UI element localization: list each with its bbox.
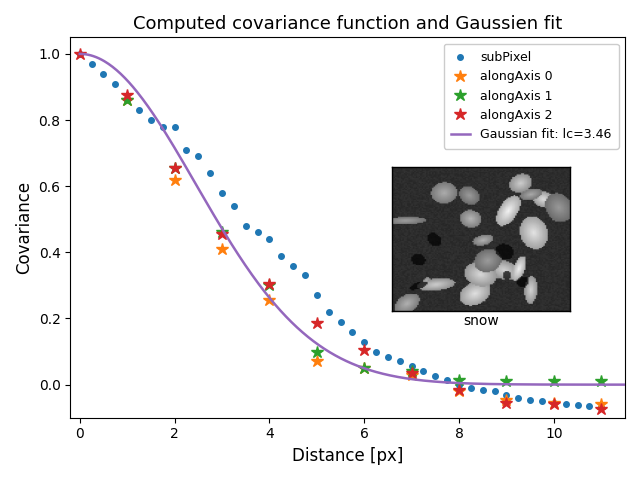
alongAxis 1 — [266, 283, 273, 288]
alongAxis 1 — [502, 378, 510, 384]
subPixel — [586, 403, 593, 409]
alongAxis 1 — [313, 348, 321, 354]
Line: alongAxis 2: alongAxis 2 — [74, 48, 607, 416]
subPixel — [88, 61, 95, 67]
Gaussian fit: lc=3.46: (1.38, 0.852): lc=3.46: (1.38, 0.852) — [141, 100, 149, 106]
subPixel — [502, 392, 510, 397]
Gaussian fit: lc=3.46: (0, 1): lc=3.46: (0, 1) — [76, 51, 84, 57]
alongAxis 2 — [76, 51, 84, 57]
alongAxis 0 — [313, 359, 321, 364]
subPixel — [349, 329, 356, 335]
alongAxis 2 — [598, 407, 605, 412]
Gaussian fit: lc=3.46: (3.75, 0.31): lc=3.46: (3.75, 0.31) — [253, 279, 261, 285]
subPixel — [159, 124, 166, 130]
alongAxis 1 — [408, 369, 415, 374]
subPixel — [124, 97, 131, 103]
alongAxis 1 — [124, 97, 131, 103]
alongAxis 2 — [218, 231, 226, 237]
alongAxis 1 — [455, 377, 463, 383]
alongAxis 2 — [124, 92, 131, 98]
subPixel — [562, 401, 570, 407]
subPixel — [408, 363, 415, 369]
alongAxis 1 — [598, 378, 605, 384]
alongAxis 0 — [124, 97, 131, 103]
subPixel — [598, 404, 605, 410]
alongAxis 0 — [360, 365, 368, 371]
subPixel — [337, 319, 344, 324]
subPixel — [277, 253, 285, 259]
subPixel — [467, 385, 475, 391]
alongAxis 0 — [455, 388, 463, 394]
subPixel — [526, 396, 534, 402]
alongAxis 0 — [266, 298, 273, 303]
subPixel — [266, 236, 273, 242]
alongAxis 2 — [408, 370, 415, 376]
Gaussian fit: lc=3.46: (4.55, 0.177): lc=3.46: (4.55, 0.177) — [292, 323, 300, 329]
subPixel — [444, 377, 451, 383]
alongAxis 0 — [218, 246, 226, 252]
alongAxis 2 — [313, 321, 321, 326]
alongAxis 1 — [550, 378, 557, 384]
subPixel — [195, 154, 202, 159]
subPixel — [396, 359, 404, 364]
subPixel — [515, 395, 522, 401]
X-axis label: Distance [px]: Distance [px] — [292, 447, 403, 465]
Gaussian fit: lc=3.46: (7.23, 0.0126): lc=3.46: (7.23, 0.0126) — [419, 378, 427, 384]
subPixel — [289, 263, 297, 268]
subPixel — [230, 203, 237, 209]
subPixel — [301, 273, 309, 278]
subPixel — [372, 348, 380, 354]
alongAxis 2 — [550, 402, 557, 408]
alongAxis 2 — [502, 400, 510, 406]
subPixel — [100, 71, 108, 77]
subPixel — [550, 400, 557, 406]
subPixel — [218, 190, 226, 196]
subPixel — [384, 354, 392, 360]
Legend: subPixel, alongAxis 0, alongAxis 1, alongAxis 2, Gaussian fit: lc=3.46: subPixel, alongAxis 0, alongAxis 1, alon… — [444, 44, 619, 149]
alongAxis 1 — [171, 165, 179, 171]
alongAxis 0 — [171, 177, 179, 182]
Y-axis label: Covariance: Covariance — [15, 181, 33, 274]
alongAxis 0 — [598, 402, 605, 408]
subPixel — [135, 107, 143, 113]
subPixel — [431, 373, 439, 379]
subPixel — [182, 147, 190, 153]
subPixel — [479, 387, 486, 393]
Line: alongAxis 1: alongAxis 1 — [121, 94, 607, 387]
Title: Computed covariance function and Gaussien fit: Computed covariance function and Gaussie… — [133, 15, 563, 33]
subPixel — [360, 339, 368, 345]
subPixel — [573, 402, 581, 408]
alongAxis 2 — [171, 165, 179, 171]
Gaussian fit: lc=3.46: (8.36, 0.00292): lc=3.46: (8.36, 0.00292) — [472, 381, 480, 386]
Gaussian fit: lc=3.46: (8.3, 0.00317): lc=3.46: (8.3, 0.00317) — [470, 381, 477, 386]
subPixel — [420, 369, 428, 374]
subPixel — [253, 229, 261, 235]
subPixel — [455, 382, 463, 387]
alongAxis 0 — [550, 400, 557, 406]
subPixel — [538, 398, 546, 404]
subPixel — [206, 170, 214, 176]
subPixel — [242, 223, 250, 229]
alongAxis 1 — [218, 229, 226, 235]
subPixel — [147, 117, 155, 123]
alongAxis 2 — [455, 387, 463, 393]
subPixel — [325, 309, 333, 315]
subPixel — [313, 292, 321, 298]
Line: subPixel: subPixel — [77, 51, 604, 410]
alongAxis 1 — [360, 365, 368, 371]
alongAxis 0 — [408, 372, 415, 378]
alongAxis 2 — [360, 347, 368, 353]
subPixel — [491, 388, 499, 394]
subPixel — [76, 51, 84, 57]
alongAxis 2 — [266, 281, 273, 287]
alongAxis 0 — [502, 396, 510, 402]
Gaussian fit: lc=3.46: (11.5, 1.59e-05): lc=3.46: (11.5, 1.59e-05) — [621, 382, 629, 387]
subPixel — [111, 81, 119, 86]
subPixel — [171, 124, 179, 130]
Line: alongAxis 0: alongAxis 0 — [121, 94, 607, 411]
Line: Gaussian fit: lc=3.46: Gaussian fit: lc=3.46 — [80, 54, 625, 384]
